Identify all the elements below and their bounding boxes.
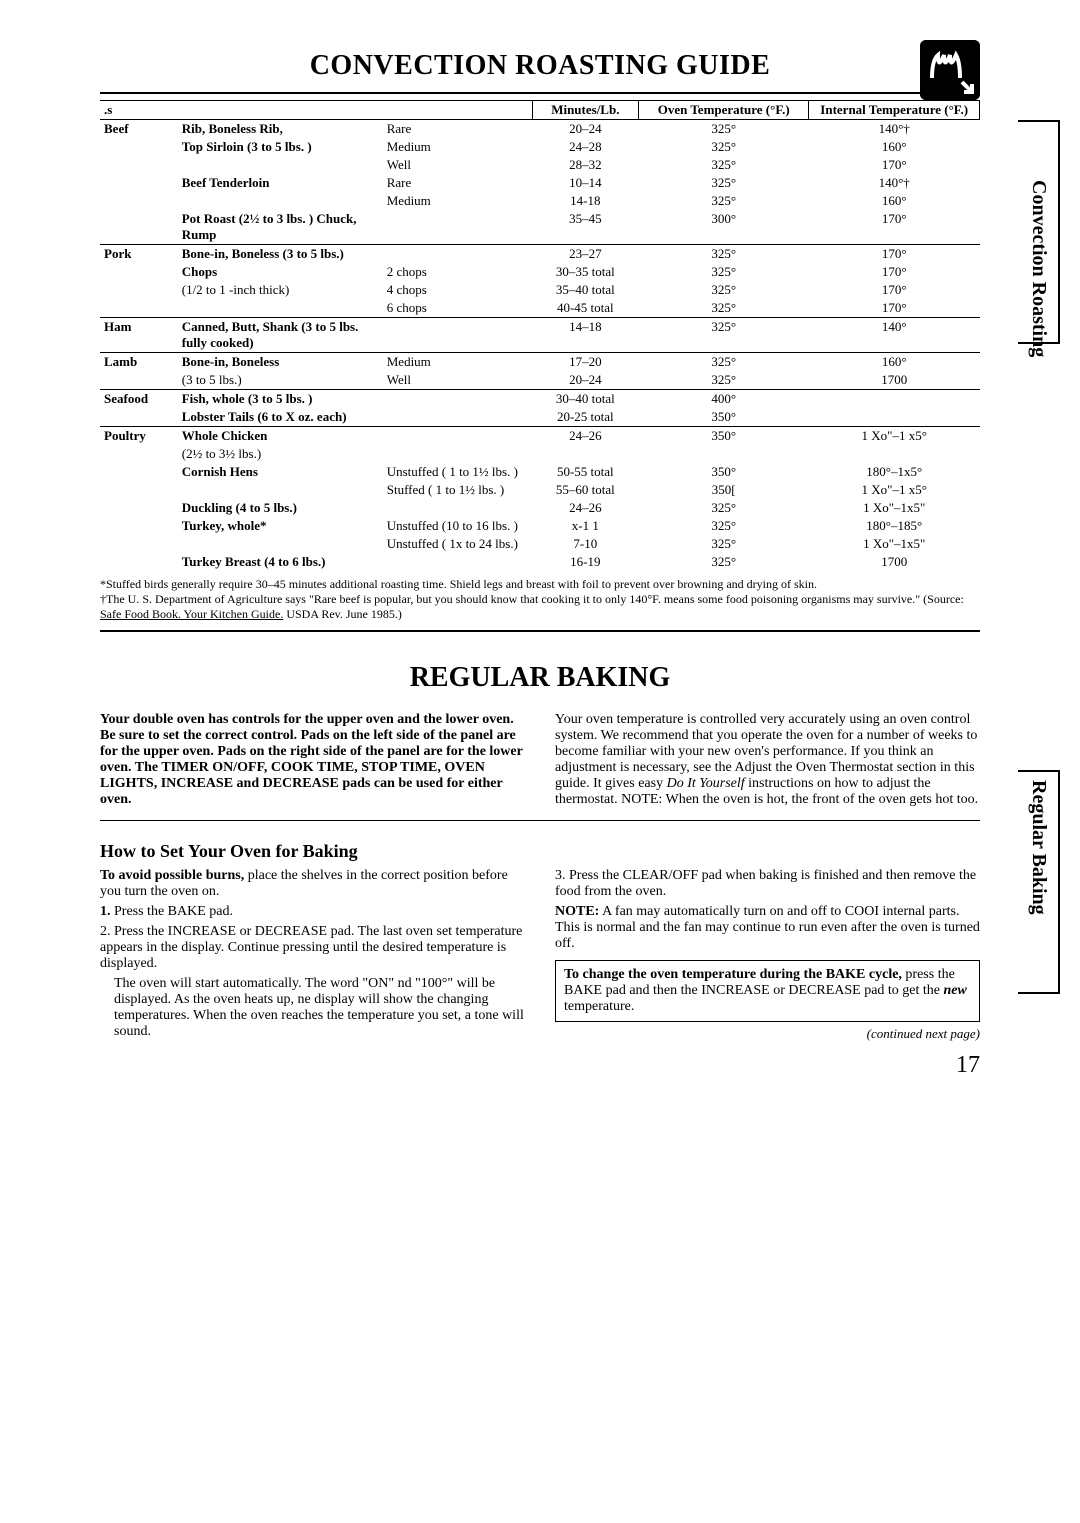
baking-intro-right: Your oven temperature is controlled very… xyxy=(555,712,980,808)
subhead-howto: How to Set Your Oven for Baking xyxy=(100,841,980,862)
oven-icon xyxy=(920,40,980,100)
page-title: CONVECTION ROASTING GUIDE xyxy=(310,50,771,82)
table-notes: *Stuffed birds generally require 30–45 m… xyxy=(100,573,980,632)
section-title-baking: REGULAR BAKING xyxy=(100,662,980,694)
howto-left: To avoid possible burns, place the shelv… xyxy=(100,868,525,1042)
note-stuffed: *Stuffed birds generally require 30–45 m… xyxy=(100,577,980,592)
baking-intro-left: Your double oven has controls for the up… xyxy=(100,712,525,808)
roasting-table: .s Minutes/Lb. Oven Temperature (°F.) In… xyxy=(100,100,980,571)
th-minutes: Minutes/Lb. xyxy=(532,101,638,120)
howto-right: 3. Press the CLEAR/OFF pad when baking i… xyxy=(555,868,980,1042)
side-tab-regular: Regular Baking xyxy=(1027,780,1050,915)
th-internal: Internal Temperature (°F.) xyxy=(809,101,980,120)
note-usda: †The U. S. Department of Agriculture say… xyxy=(100,592,980,622)
tip-box: To change the oven temperature during th… xyxy=(555,960,980,1022)
th-meat: .s xyxy=(100,101,532,120)
side-tab-convection: Convection Roasting xyxy=(1027,180,1050,357)
th-oven: Oven Temperature (°F.) xyxy=(638,101,809,120)
continued-text: (continued next page) xyxy=(555,1026,980,1042)
page-number: 17 xyxy=(100,1052,980,1079)
